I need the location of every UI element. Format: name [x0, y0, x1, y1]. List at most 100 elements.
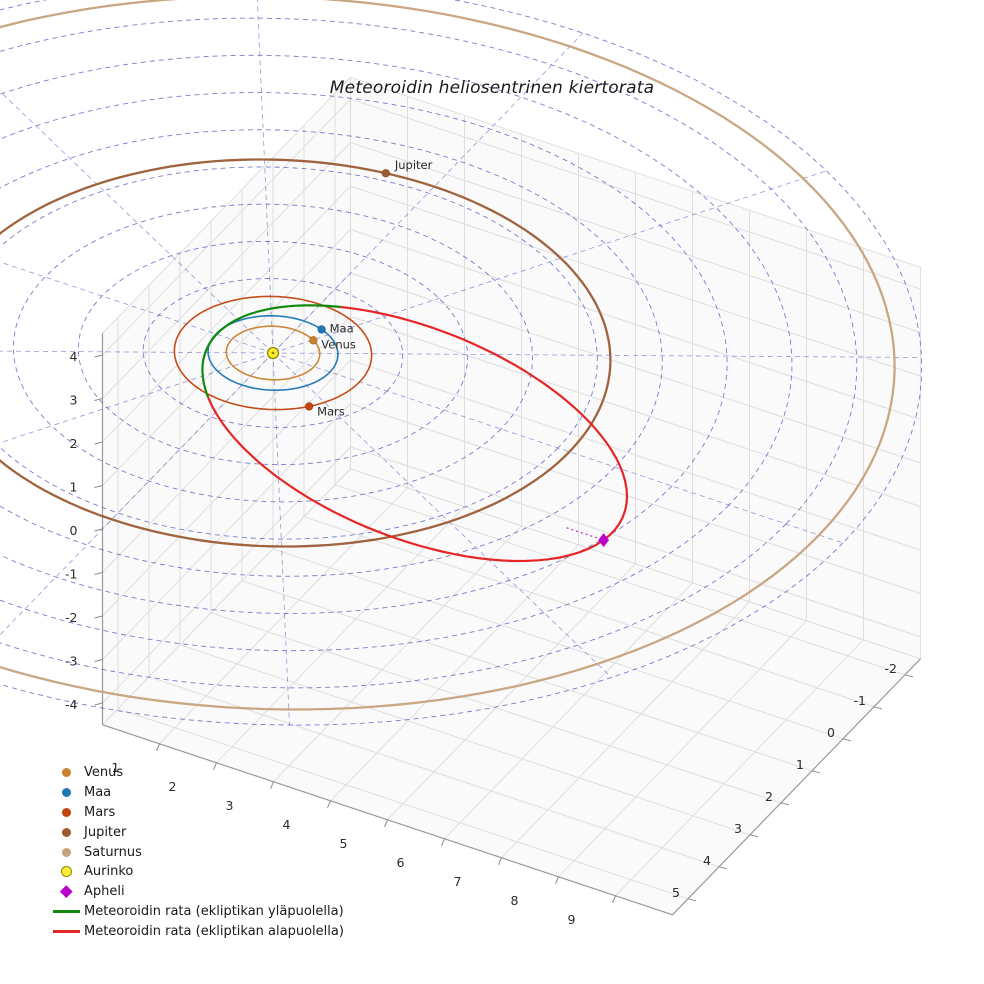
ecliptic-radial	[272, 352, 922, 358]
venus-label: Venus	[321, 337, 356, 351]
z-tick	[94, 485, 103, 488]
y-tick	[687, 898, 697, 902]
z-tick-label: 2	[70, 436, 78, 451]
legend-item-label: Jupiter	[84, 824, 127, 840]
legend-item-label: Aurinko	[84, 864, 134, 880]
x-tick	[612, 895, 616, 903]
z-tick-label: -3	[65, 654, 77, 669]
y-tick	[873, 706, 883, 710]
ecliptic-radial	[256, 0, 274, 354]
grid-leftwall-z	[102, 403, 351, 660]
legend-item: Venus	[50, 763, 344, 783]
grid-floor-y	[303, 516, 875, 708]
x-tick	[156, 743, 160, 751]
maa-label: Maa	[330, 321, 354, 335]
ecliptic-radial	[272, 352, 844, 544]
legend-item: Saturnus	[50, 842, 344, 862]
grid-backwall-z	[350, 229, 921, 420]
grid-floor-y	[334, 484, 906, 676]
x-tick	[498, 857, 502, 865]
ecliptic-radial	[272, 352, 290, 726]
grid-backwall-z	[350, 403, 921, 594]
grid-backwall-z	[350, 359, 921, 551]
y-tick	[780, 802, 790, 806]
y-tick-label: -1	[854, 693, 866, 708]
legend-item: Meteoroidin rata (ekliptikan yläpuolella…	[50, 902, 344, 922]
grid-leftwall-z	[102, 185, 351, 443]
venus-dot-legend-icon-0	[61, 768, 71, 778]
sun-marker-center	[271, 351, 275, 355]
y-tick	[749, 834, 759, 838]
x-tick-label: 4	[283, 817, 291, 832]
grid-floor-x	[159, 487, 408, 745]
legend-item-label: Apheli	[84, 884, 125, 900]
z-tick	[94, 572, 103, 575]
ecliptic-radial	[0, 261, 274, 354]
legend-item: Meteoroidin rata (ekliptikan alapuolella…	[50, 921, 344, 941]
grid-floor-x	[273, 525, 522, 783]
legend-item-label: Meteoroidin rata (ekliptikan alapuolella…	[84, 923, 344, 939]
grid-leftwall-z	[102, 446, 351, 704]
grid-floor-y	[117, 708, 689, 900]
x-tick-label: 7	[454, 874, 462, 889]
y-axis-line	[672, 658, 921, 916]
y-tick	[718, 866, 728, 870]
legend: Venus Maa Mars Jupiter Saturnus Aurinko Apheli…	[50, 763, 344, 941]
jupiter-marker	[381, 168, 391, 178]
z-tick	[94, 659, 103, 662]
x-tick	[384, 819, 388, 827]
aphelion-guide-line	[566, 527, 604, 541]
z-tick-label: -4	[65, 697, 78, 712]
x-tick-label: 3	[226, 798, 234, 813]
x-tick-label: 6	[397, 855, 405, 870]
x-tick	[441, 838, 445, 846]
x-tick-label: 9	[568, 912, 576, 927]
ecliptic-radial	[272, 170, 827, 354]
z-tick-label: 4	[70, 349, 78, 364]
mars-dot-legend-icon-2	[61, 807, 71, 817]
ecliptic-radial	[0, 352, 274, 636]
z-tick	[94, 528, 103, 532]
x-tick-label: 8	[511, 893, 519, 908]
x-tick	[270, 781, 274, 789]
y-tick-label: 3	[734, 821, 742, 836]
grid-backwall-z	[350, 316, 921, 507]
y-tick-label: 1	[796, 757, 804, 772]
meteoroid-orbit-above	[201, 304, 341, 398]
y-tick	[811, 770, 821, 774]
z-tick-label: -2	[65, 610, 77, 625]
grid-floor-y	[272, 548, 844, 740]
maa-dot-legend-icon-1	[61, 788, 71, 798]
x-tick-label: 1	[112, 760, 120, 775]
aurinko-circle-legend-icon-5	[60, 866, 72, 878]
ecliptic-radial	[0, 350, 274, 354]
orbit-saturnus	[0, 0, 896, 711]
y-tick-label: 0	[827, 725, 835, 740]
mars-marker	[304, 402, 314, 411]
grid-floor-x	[501, 601, 750, 859]
chart-title: Meteoroidin heliosentrinen kiertorata	[329, 78, 655, 98]
legend-item-label: Meteoroidin rata (ekliptikan yläpuolella…	[84, 903, 344, 919]
z-tick-label: 0	[70, 523, 78, 538]
y-tick	[842, 738, 852, 742]
z-tick	[94, 702, 103, 706]
legend-item: Apheli	[50, 882, 344, 902]
meteoroid-orbit-below	[340, 305, 629, 541]
z-tick	[94, 441, 103, 445]
ecliptic-radial	[272, 352, 612, 678]
maa-marker	[317, 325, 326, 334]
legend-item-label: Mars	[84, 804, 116, 820]
saturnus-dot-legend-icon-4	[61, 847, 71, 857]
legend-item: Jupiter	[50, 822, 344, 842]
z-tick	[94, 615, 103, 619]
grid-floor-x	[216, 506, 465, 764]
grid-leftwall-z	[102, 98, 351, 356]
grid-backwall-z	[350, 142, 921, 333]
x-tick-label: 2	[169, 779, 177, 794]
legend-item: Aurinko	[50, 862, 344, 882]
legend-item-label: Venus	[84, 765, 124, 781]
mars-label: Mars	[317, 404, 345, 418]
meteoroid-orbit-below	[207, 396, 605, 563]
venus-marker	[308, 335, 318, 345]
